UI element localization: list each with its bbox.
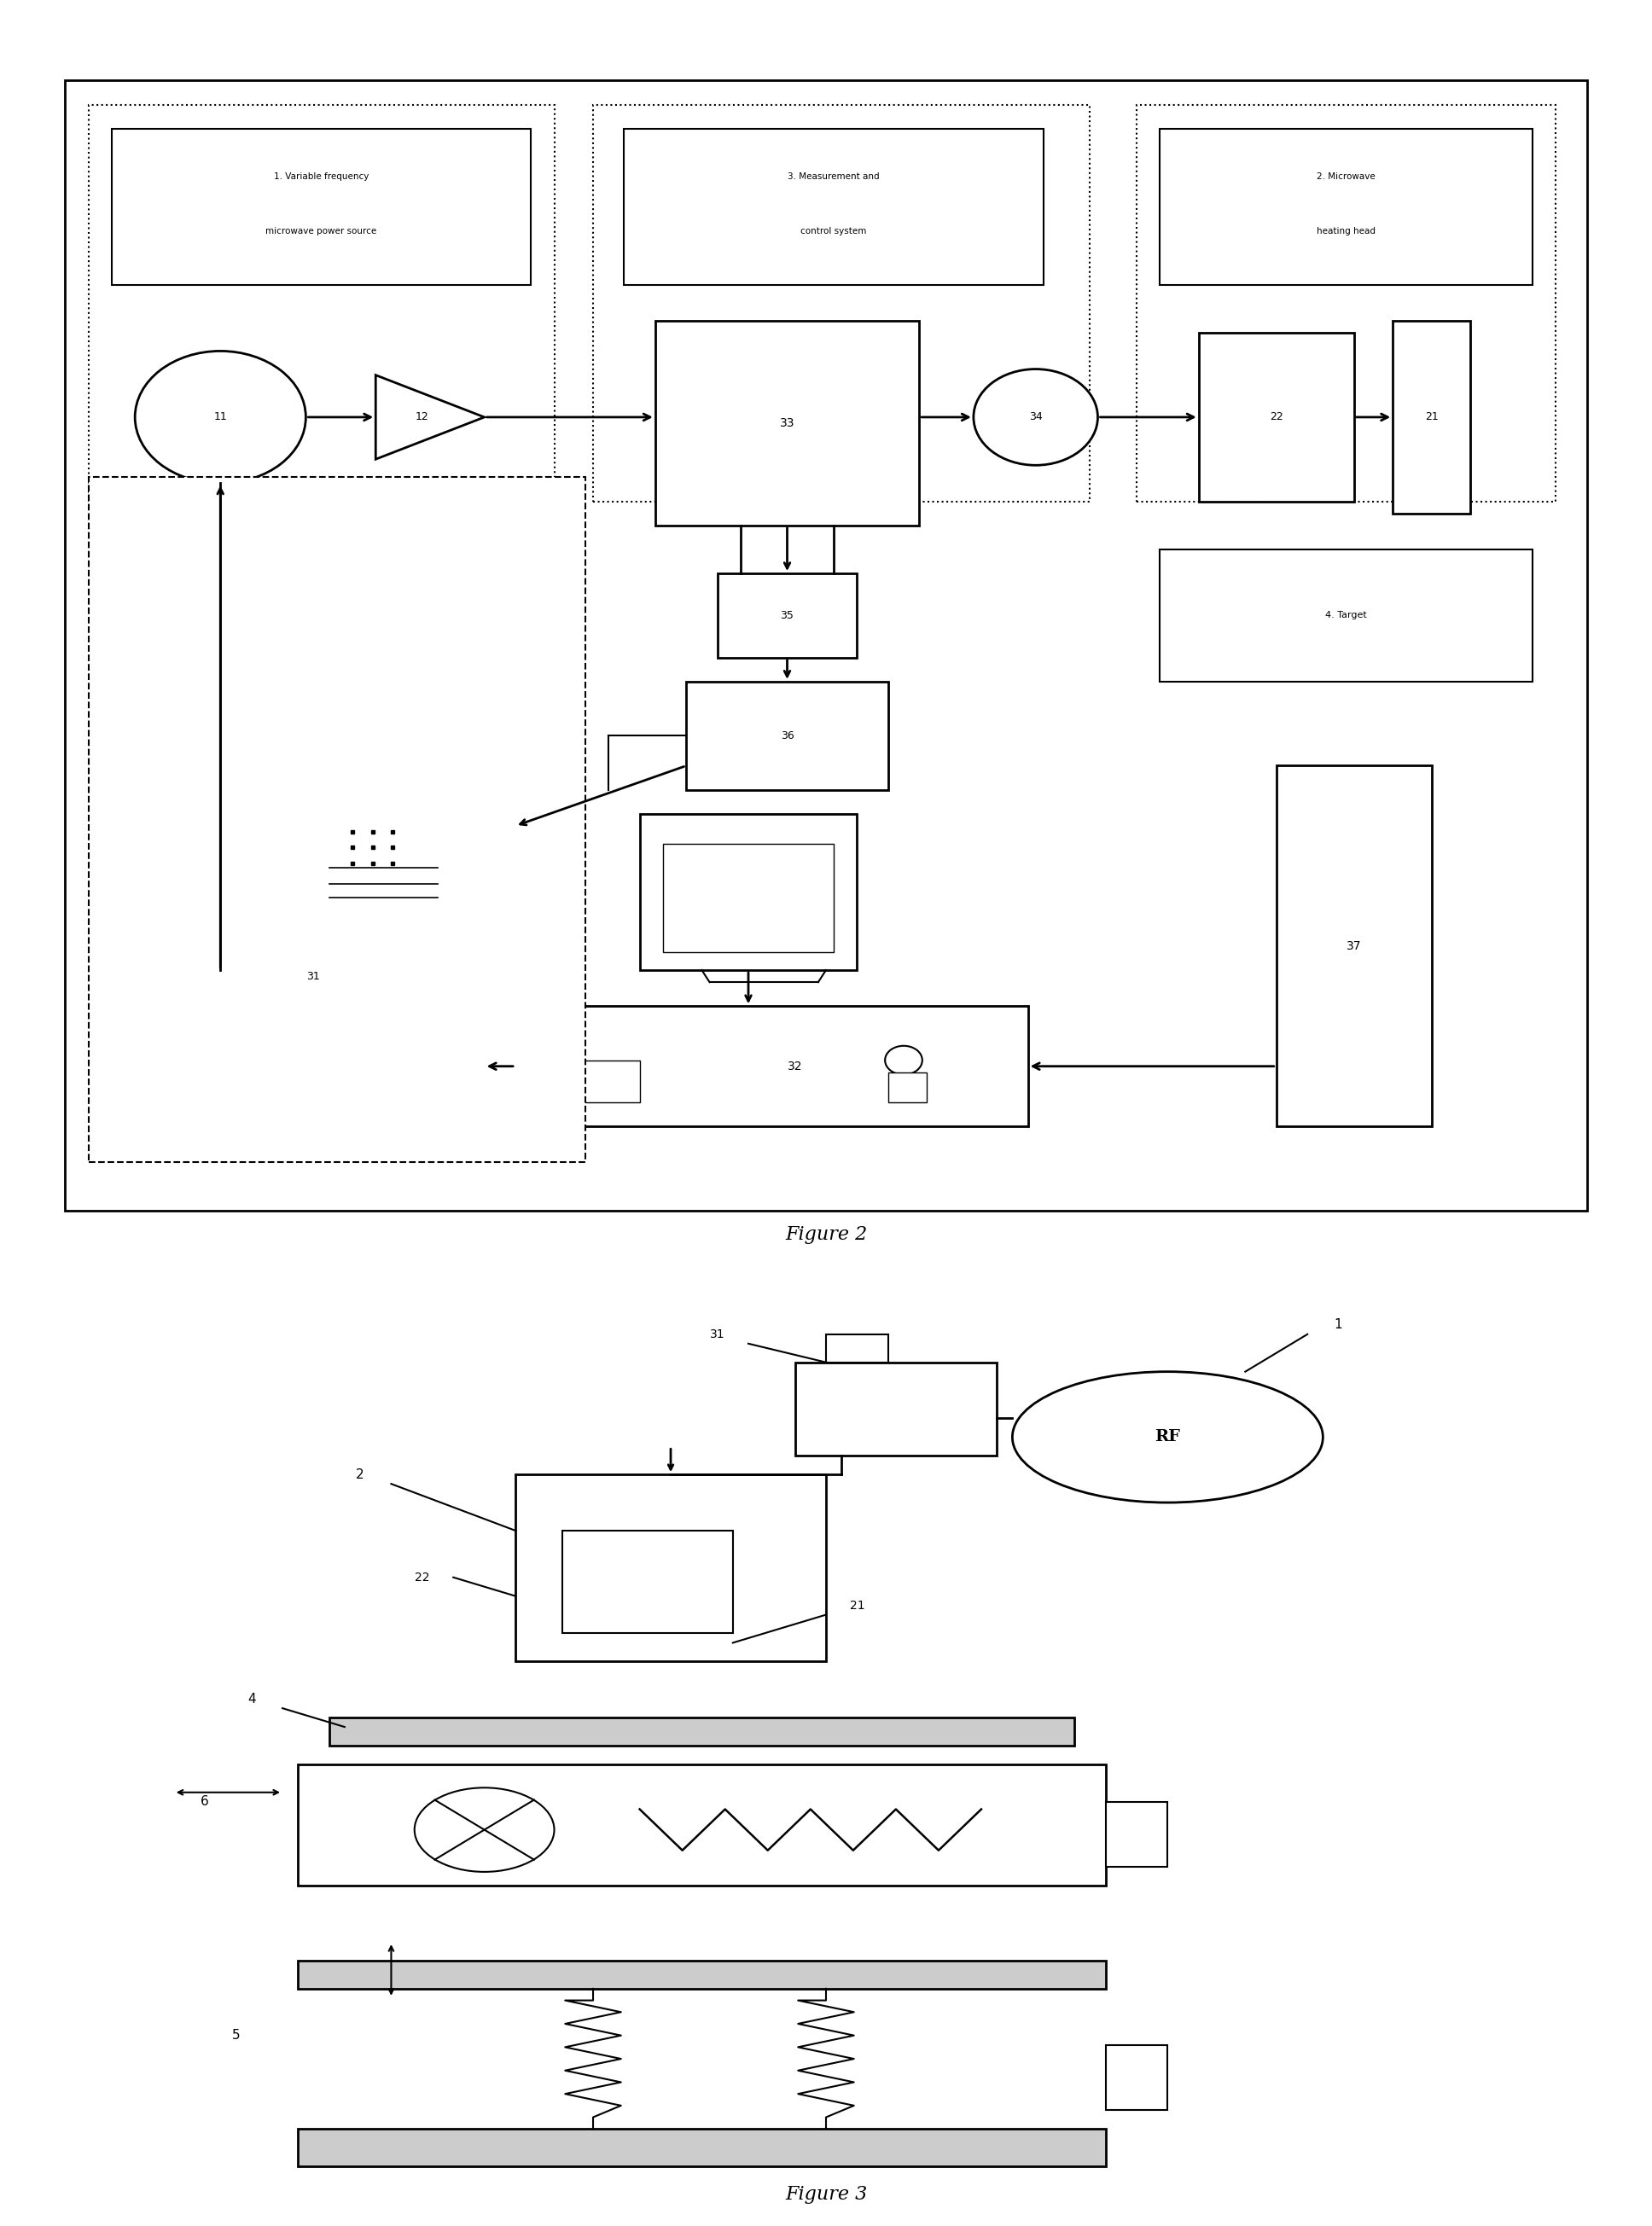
Bar: [329, 1718, 1074, 1745]
Text: 6: 6: [200, 1796, 210, 1808]
Text: 1: 1: [1335, 1318, 1343, 1331]
Text: 31: 31: [307, 971, 320, 982]
Text: 4. Target: 4. Target: [1325, 612, 1366, 619]
Bar: [1160, 550, 1533, 681]
Bar: [624, 129, 1044, 285]
Polygon shape: [375, 374, 484, 459]
Bar: [173, 706, 515, 971]
Text: Figure 2: Figure 2: [785, 1224, 867, 1244]
Text: 31: 31: [710, 1329, 725, 1340]
Bar: [717, 574, 857, 657]
Bar: [1105, 1801, 1168, 1868]
Text: Figure 3: Figure 3: [785, 2186, 867, 2204]
Text: 12: 12: [416, 412, 430, 423]
Bar: [1105, 2046, 1168, 2110]
Text: 22: 22: [1270, 412, 1284, 423]
Text: 3. Measurement and: 3. Measurement and: [788, 171, 879, 180]
Bar: [89, 105, 555, 501]
Bar: [1160, 129, 1533, 285]
Circle shape: [973, 370, 1097, 465]
Text: 35: 35: [780, 610, 795, 621]
Bar: [686, 681, 889, 790]
Bar: [297, 2128, 1105, 2166]
Circle shape: [415, 1787, 555, 1872]
Text: 2. Microwave: 2. Microwave: [1317, 171, 1376, 180]
Bar: [1199, 334, 1355, 501]
Ellipse shape: [1013, 1371, 1323, 1503]
Bar: [515, 1060, 639, 1102]
Text: RF: RF: [1155, 1429, 1181, 1445]
Bar: [1277, 766, 1432, 1126]
Bar: [639, 815, 857, 971]
Bar: [297, 1765, 1105, 1885]
Bar: [795, 1362, 996, 1456]
Text: heating head: heating head: [1317, 227, 1376, 236]
Text: 21: 21: [1426, 412, 1439, 423]
Text: 36: 36: [780, 730, 795, 741]
Bar: [112, 129, 530, 285]
Text: 5: 5: [231, 2030, 240, 2041]
Text: 22: 22: [415, 1572, 430, 1583]
Bar: [562, 1531, 733, 1634]
Text: 34: 34: [1029, 412, 1042, 423]
Text: 33: 33: [780, 416, 795, 430]
Bar: [89, 476, 585, 1162]
Text: control system: control system: [801, 227, 867, 236]
Circle shape: [135, 352, 306, 483]
Text: 32: 32: [788, 1060, 803, 1073]
Bar: [826, 1333, 889, 1362]
Bar: [889, 1073, 927, 1102]
Bar: [197, 755, 306, 850]
Bar: [484, 1006, 1028, 1126]
Text: 11: 11: [213, 412, 226, 423]
Text: 21: 21: [849, 1600, 864, 1612]
Bar: [337, 759, 415, 808]
Text: microwave power source: microwave power source: [266, 227, 377, 236]
Bar: [593, 105, 1090, 501]
Bar: [1393, 321, 1470, 514]
Text: 37: 37: [1346, 939, 1361, 953]
Bar: [662, 844, 834, 953]
Text: 4: 4: [248, 1692, 256, 1705]
Bar: [515, 1474, 826, 1661]
Text: 1. Variable frequency: 1. Variable frequency: [274, 171, 368, 180]
Bar: [1137, 105, 1556, 501]
Bar: [297, 1961, 1105, 1988]
Text: 2: 2: [357, 1469, 363, 1480]
Bar: [656, 321, 919, 525]
